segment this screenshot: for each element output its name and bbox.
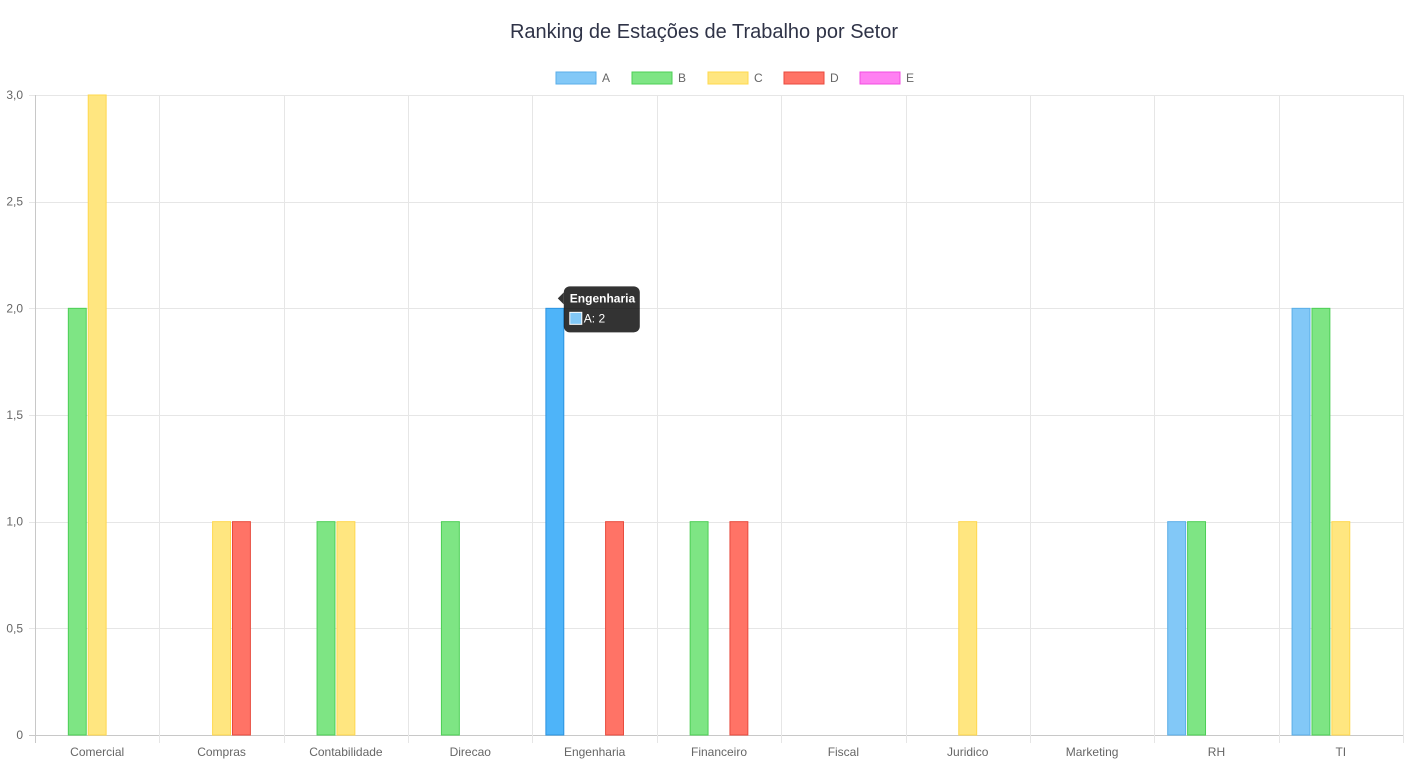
- legend-label: A: [602, 71, 610, 85]
- bar-d-financeiro[interactable]: [729, 521, 749, 736]
- y-tick-label: 0: [16, 728, 23, 742]
- bar-d-compras[interactable]: [231, 521, 251, 736]
- tooltip-value: A: 2: [584, 311, 606, 325]
- bar-b-comercial[interactable]: [67, 307, 87, 736]
- bar-c-juridico[interactable]: [958, 521, 978, 736]
- tooltip-title: Engenharia: [570, 291, 636, 305]
- legend-swatch: [555, 71, 597, 85]
- bar-a-rh[interactable]: [1167, 521, 1187, 736]
- y-tick-label: 2,5: [6, 195, 23, 209]
- legend-item-b[interactable]: B: [631, 71, 686, 85]
- legend-swatch: [707, 71, 749, 85]
- x-tick-label: Compras: [197, 745, 246, 759]
- legend-label: B: [678, 71, 686, 85]
- bar-b-direcao[interactable]: [440, 521, 460, 736]
- y-tick-label: 3,0: [6, 88, 23, 102]
- legend: A B C D E: [555, 71, 914, 85]
- bar-c-comercial[interactable]: [87, 94, 107, 736]
- tooltip-arrow: [557, 292, 564, 305]
- legend-item-c[interactable]: C: [707, 71, 763, 85]
- tooltip: Engenharia A: 2: [557, 286, 640, 333]
- axes: 0 0,5 1,0 1,5 2,0 2,5 3,0 Comercial Compras Conta…: [6, 88, 1346, 759]
- legend-swatch: [783, 71, 825, 85]
- x-tick-label: Marketing: [1066, 745, 1119, 759]
- legend-item-a[interactable]: A: [555, 71, 610, 85]
- x-tick-label: Juridico: [947, 745, 989, 759]
- bar-a-engenharia[interactable]: [545, 307, 565, 736]
- bar-b-rh[interactable]: [1187, 521, 1207, 736]
- tooltip-swatch: [569, 311, 583, 325]
- bar-a-ti[interactable]: [1291, 307, 1311, 736]
- legend-label: D: [830, 71, 839, 85]
- bars: [67, 94, 1351, 736]
- bar-c-compras[interactable]: [212, 521, 231, 736]
- bar-b-contabilidade[interactable]: [316, 521, 336, 736]
- x-tick-label: TI: [1335, 745, 1346, 759]
- legend-label: C: [754, 71, 763, 85]
- x-tick-label: Direcao: [450, 745, 492, 759]
- x-tick-label: RH: [1208, 745, 1225, 759]
- x-tick-label: Fiscal: [828, 745, 859, 759]
- legend-item-e[interactable]: E: [859, 71, 914, 85]
- legend-item-d[interactable]: D: [783, 71, 839, 85]
- bar-b-ti[interactable]: [1311, 307, 1331, 736]
- bar-c-ti[interactable]: [1331, 521, 1351, 736]
- bar-b-financeiro[interactable]: [689, 521, 709, 736]
- chart-title: Ranking de Estações de Trabalho por Seto…: [510, 21, 898, 43]
- x-tick-label: Engenharia: [564, 745, 626, 759]
- y-tick-label: 1,5: [6, 408, 23, 422]
- tooltip-box: [563, 286, 640, 333]
- y-tick-label: 0,5: [6, 621, 23, 635]
- gridlines: [29, 95, 1404, 743]
- y-tick-label: 1,0: [6, 515, 23, 529]
- x-tick-label: Contabilidade: [309, 745, 383, 759]
- bar-c-contabilidade[interactable]: [336, 521, 356, 736]
- x-tick-label: Comercial: [70, 745, 124, 759]
- legend-swatch: [631, 71, 673, 85]
- legend-swatch: [859, 71, 901, 85]
- legend-label: E: [906, 71, 914, 85]
- x-tick-label: Financeiro: [691, 745, 747, 759]
- bar-d-engenharia[interactable]: [605, 521, 624, 736]
- y-tick-label: 2,0: [6, 301, 23, 315]
